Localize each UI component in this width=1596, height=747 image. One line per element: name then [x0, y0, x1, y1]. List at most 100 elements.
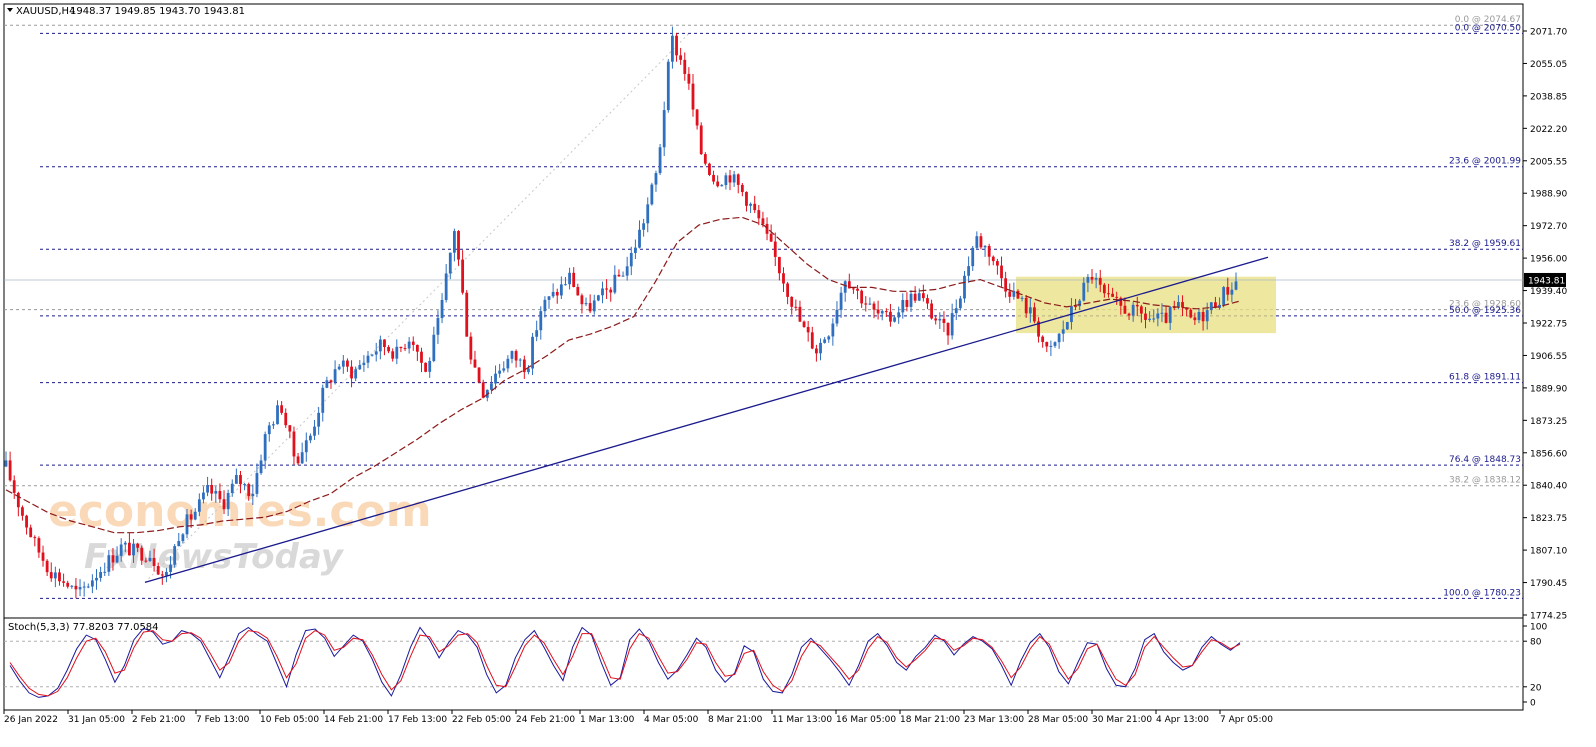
- candle-body: [58, 572, 61, 582]
- candle-body: [971, 247, 975, 267]
- candle-body: [605, 288, 609, 290]
- candle-body: [897, 312, 901, 318]
- candle-body: [1177, 302, 1180, 308]
- candle-body: [1008, 291, 1012, 297]
- candle-body: [794, 306, 798, 308]
- candle-body: [996, 261, 999, 266]
- candle-body: [633, 247, 637, 253]
- candle-body: [74, 585, 78, 590]
- fib-level-label: 23.6 @ 1928.60: [1449, 300, 1521, 310]
- candle-body: [403, 348, 407, 350]
- candle-body: [370, 354, 374, 356]
- candle-body: [1053, 342, 1057, 346]
- price-tick-label: 1856.60: [1530, 449, 1567, 459]
- candle-body: [1234, 281, 1238, 290]
- candle-body: [761, 218, 765, 224]
- candle-body: [921, 293, 925, 299]
- candle-body: [329, 380, 333, 383]
- candle-body: [1086, 277, 1090, 283]
- candle-body: [304, 440, 308, 453]
- candle-body: [420, 351, 423, 363]
- candle-body: [259, 460, 263, 474]
- candle-body: [309, 435, 312, 441]
- candle-body: [601, 288, 604, 296]
- candle-body: [189, 514, 193, 520]
- candle-body: [247, 484, 251, 497]
- candle-body: [790, 296, 794, 307]
- candle-body: [12, 480, 16, 493]
- candle-body: [1033, 307, 1036, 322]
- fib-level-label: 76.4 @ 1848.73: [1449, 455, 1521, 465]
- candle-body: [839, 292, 843, 310]
- chart-header: XAUUSD,H4 1948.37 1949.85 1943.70 1943.8…: [7, 6, 245, 17]
- candle-body: [156, 566, 160, 575]
- candle-body: [333, 369, 337, 383]
- stoch-tick-label: 0: [1530, 699, 1536, 709]
- fib-level-label: 50.0 @ 1925.36: [1449, 306, 1521, 316]
- price-tick-label: 1922.75: [1530, 320, 1567, 330]
- candle-body: [284, 412, 288, 426]
- candle-body: [860, 290, 864, 304]
- candle-body: [773, 241, 777, 257]
- candle-body: [1144, 313, 1147, 320]
- candle-body: [531, 336, 534, 369]
- candle-body: [197, 499, 201, 512]
- dropdown-triangle-icon[interactable]: [7, 8, 13, 12]
- candle-body: [354, 369, 358, 379]
- candle-body: [461, 259, 465, 293]
- fib-level-label: 38.2 @ 1959.61: [1449, 239, 1521, 249]
- candle-body: [477, 367, 481, 383]
- candle-body: [1098, 278, 1102, 285]
- candle-body: [954, 308, 958, 314]
- candle-body: [498, 370, 502, 374]
- candle-body: [950, 313, 954, 336]
- candle-body: [576, 286, 580, 296]
- candle-body: [1127, 313, 1131, 316]
- candle-body: [255, 473, 259, 494]
- candle-body: [313, 426, 316, 436]
- candle-body: [934, 318, 938, 321]
- price-tick-label: 2055.05: [1530, 60, 1567, 70]
- candle-body: [226, 493, 230, 510]
- current-price-badge: [1524, 272, 1566, 287]
- candle-body: [646, 204, 650, 224]
- current-price-group: 1943.81: [1524, 272, 1566, 287]
- candle-body: [218, 490, 222, 500]
- candle-body: [1131, 304, 1135, 316]
- candle-body: [37, 538, 41, 553]
- candle-body: [1041, 336, 1045, 342]
- candle-body: [786, 283, 790, 297]
- candle-body: [107, 555, 111, 572]
- candle-body: [45, 560, 49, 573]
- candle-body: [876, 309, 880, 314]
- consolidation-range-box: [1016, 276, 1276, 334]
- price-tick-label: 1823.75: [1530, 514, 1567, 524]
- time-tick-label: 14 Feb 21:00: [324, 715, 383, 725]
- fib-level-label: 61.8 @ 1891.11: [1449, 373, 1521, 383]
- candle-body: [49, 572, 53, 579]
- candle-body: [740, 184, 744, 193]
- candle-body: [864, 303, 868, 305]
- candle-body: [958, 298, 962, 309]
- candle-body: [452, 231, 456, 253]
- candle-body: [938, 318, 942, 321]
- candle-body: [1152, 318, 1156, 320]
- candle-body: [1135, 304, 1139, 307]
- time-tick-label: 30 Mar 21:00: [1092, 715, 1152, 725]
- candle-body: [613, 274, 617, 293]
- candle-body: [444, 273, 448, 300]
- candle-body: [1102, 284, 1106, 294]
- candle-body: [210, 485, 214, 494]
- candle-body: [99, 572, 103, 578]
- candle-body: [136, 543, 140, 548]
- candle-body: [596, 295, 600, 301]
- candle-body: [872, 303, 876, 310]
- candle-body: [465, 292, 469, 337]
- candle-body: [716, 181, 720, 187]
- candle-body: [165, 571, 168, 576]
- candle-body: [650, 184, 654, 205]
- candle-body: [243, 484, 246, 486]
- candle-body: [1185, 307, 1189, 310]
